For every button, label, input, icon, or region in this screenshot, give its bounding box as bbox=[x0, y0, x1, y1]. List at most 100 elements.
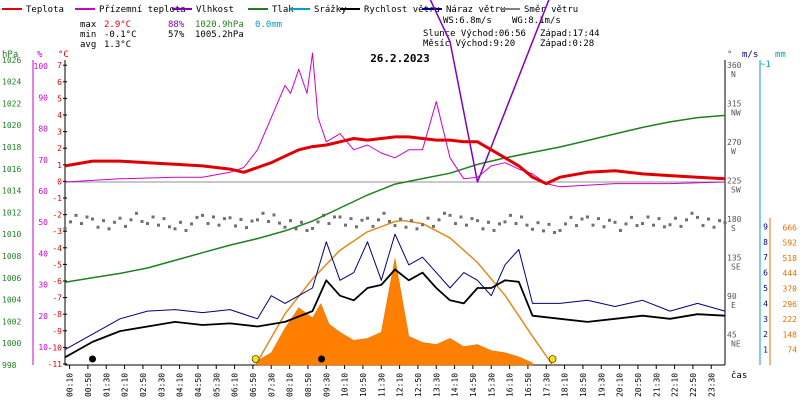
direction-point bbox=[393, 224, 397, 228]
direction-point bbox=[80, 222, 83, 226]
tick-label-dir-name: NW bbox=[731, 109, 741, 118]
tick-label-time: 17:30 bbox=[542, 373, 551, 397]
direction-point bbox=[173, 227, 177, 231]
tick-label-hpa: 1004 bbox=[2, 296, 21, 305]
direction-point bbox=[415, 227, 419, 231]
tick-label-time: 10:50 bbox=[359, 373, 368, 397]
tick-label-solar: 370 bbox=[783, 285, 798, 294]
tick-label-pct: 70 bbox=[38, 156, 48, 165]
tick-label-temp: 0 bbox=[57, 177, 62, 186]
direction-point bbox=[168, 225, 171, 229]
tick-label-time: 06:50 bbox=[249, 373, 258, 397]
tick-label-time: 20:50 bbox=[634, 373, 643, 397]
sunrise-marker bbox=[251, 355, 260, 363]
direction-point bbox=[102, 219, 105, 223]
direction-point bbox=[432, 224, 435, 228]
direction-point bbox=[696, 215, 699, 219]
direction-point bbox=[261, 211, 265, 215]
sun-curve bbox=[254, 219, 554, 366]
tick-label-ms: 1 bbox=[763, 346, 768, 355]
tick-label-time: 12:50 bbox=[414, 373, 423, 397]
stat-press-min: 1005.2hPa bbox=[195, 30, 244, 40]
direction-point bbox=[437, 218, 441, 222]
stat-avg-label: avg bbox=[80, 40, 96, 50]
direction-point bbox=[586, 215, 589, 219]
tick-label-pct: 80 bbox=[38, 125, 48, 134]
direction-point bbox=[426, 216, 430, 220]
tick-label-solar: 296 bbox=[783, 300, 798, 309]
tick-label-hpa: 1000 bbox=[2, 339, 21, 348]
tick-label-pct: 100 bbox=[34, 62, 49, 71]
tick-label-pct: 40 bbox=[38, 249, 48, 258]
tick-label-temp: -3 bbox=[52, 227, 62, 236]
tick-label-dir: 270 bbox=[727, 138, 742, 147]
stat-precip: 0.0mm bbox=[255, 20, 282, 30]
direction-point bbox=[580, 217, 584, 221]
ground-temp-line bbox=[64, 52, 726, 188]
tick-label-temp: -1 bbox=[52, 194, 62, 203]
tick-label-time: 20:10 bbox=[616, 373, 625, 397]
direction-point bbox=[558, 228, 562, 232]
direction-point bbox=[602, 225, 606, 229]
direction-point bbox=[184, 228, 188, 232]
info-sunrise: Slunce Východ:06:56 bbox=[423, 29, 526, 39]
direction-point bbox=[344, 223, 347, 227]
info-ws: WS:6.8m/s bbox=[443, 16, 492, 26]
tick-label-temp: 1 bbox=[57, 161, 62, 170]
stat-hum-max: 88% bbox=[168, 20, 185, 30]
tick-label-pct: 20 bbox=[38, 312, 48, 321]
tick-label-time: 08:50 bbox=[304, 373, 313, 397]
tick-label-time: 11:30 bbox=[377, 373, 386, 397]
unit-time: čas bbox=[731, 370, 747, 381]
direction-point bbox=[476, 219, 479, 223]
tick-label-hpa: 1018 bbox=[2, 143, 21, 152]
tick-label-ms: 7 bbox=[763, 253, 768, 262]
tick-label-time: 16:50 bbox=[524, 373, 533, 397]
tick-label-dir-name: SW bbox=[731, 186, 741, 195]
direction-point bbox=[613, 220, 617, 224]
tick-label-time: 18:50 bbox=[579, 373, 588, 397]
direction-point bbox=[300, 220, 303, 224]
tick-label-solar: 518 bbox=[783, 254, 798, 263]
direction-point bbox=[465, 223, 468, 227]
direction-point bbox=[470, 217, 474, 221]
tick-label-time: 23:30 bbox=[707, 373, 716, 397]
direction-point bbox=[327, 222, 331, 226]
legend-label: Směr větru bbox=[524, 5, 578, 15]
tick-label-hpa: 1022 bbox=[2, 99, 21, 108]
mm-top-tick: ~1 bbox=[760, 60, 771, 70]
tick-label-temp: -9 bbox=[52, 327, 62, 336]
direction-point bbox=[388, 219, 391, 223]
tick-label-hpa: 1024 bbox=[2, 78, 21, 87]
direction-point bbox=[575, 224, 578, 228]
tick-label-hpa: 1010 bbox=[2, 230, 21, 239]
direction-point bbox=[129, 218, 133, 222]
legend-label: Náraz větru bbox=[446, 5, 506, 15]
direction-point bbox=[63, 226, 67, 230]
direction-point bbox=[283, 225, 287, 229]
tick-label-hpa: 1002 bbox=[2, 317, 21, 326]
tick-label-solar: 666 bbox=[783, 223, 798, 232]
tick-label-time: 10:10 bbox=[341, 373, 350, 397]
direction-point bbox=[179, 220, 182, 224]
direction-point bbox=[487, 220, 490, 224]
tick-label-hpa: 1012 bbox=[2, 208, 21, 217]
stat-hum-min: 57% bbox=[168, 30, 185, 40]
wind-speed-line bbox=[64, 268, 726, 359]
tick-label-ms: 2 bbox=[763, 330, 768, 339]
stats-block: max min avg 2.9°C -0.1°C 1.3°C 88% 57% 1… bbox=[80, 20, 282, 50]
direction-point bbox=[690, 211, 694, 215]
wind-sun-info: WS:6.8m/s WG:8.1m/s Slunce Východ:06:56 … bbox=[423, 16, 600, 49]
unit-mm: mm bbox=[775, 50, 786, 60]
direction-point bbox=[503, 220, 507, 224]
direction-point bbox=[630, 215, 633, 219]
direction-point bbox=[195, 215, 199, 219]
legend-label: Rychlost větru bbox=[364, 5, 440, 15]
direction-point bbox=[641, 222, 644, 226]
pressure-line bbox=[64, 114, 726, 283]
direction-point bbox=[250, 219, 254, 223]
direction-point bbox=[74, 213, 78, 217]
direction-point bbox=[652, 223, 655, 227]
legend-label: Srážky bbox=[314, 5, 347, 15]
